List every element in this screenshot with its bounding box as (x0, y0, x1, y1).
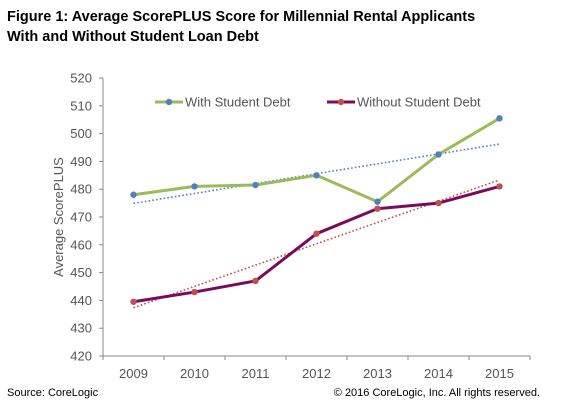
data-point-series-2 (435, 199, 442, 207)
x-tick-label: 2015 (485, 366, 514, 381)
axis-ticks: 420 430 440 450 460 470 480 490 500 510 520 2009 201… (70, 71, 531, 381)
legend-label: Without Student Debt (357, 95, 481, 110)
data-point-series-1 (313, 172, 320, 179)
data-point-series-2 (130, 298, 137, 305)
data-point-series-2 (252, 277, 259, 285)
data-point-series-1 (374, 198, 381, 205)
y-tick-label: 470 (70, 210, 92, 225)
y-tick-label: 420 (70, 349, 92, 364)
data-point-series-2 (313, 230, 320, 237)
y-tick-label: 520 (70, 71, 92, 86)
x-tick-label: 2011 (242, 366, 270, 381)
data-point-series-1 (191, 183, 198, 190)
data-point-series-1 (130, 191, 137, 198)
x-tick-label: 2012 (302, 366, 331, 381)
legend-label: With Student Debt (185, 95, 291, 110)
data-point-series-2 (374, 205, 381, 212)
chart-title: Figure 1: Average ScorePLUS Score for Mi… (7, 7, 567, 47)
y-axis-label: Average ScorePLUS (51, 157, 66, 277)
series-lines (133, 117, 501, 304)
x-tick-label: 2009 (119, 366, 148, 381)
series-markers (130, 115, 503, 305)
data-point-series-2 (496, 183, 503, 190)
legend: With Student Debt Without Student Debt (155, 95, 481, 110)
copyright-note: © 2016 CoreLogic, Inc. All rights reserv… (333, 387, 540, 399)
source-note: Source: CoreLogic (7, 387, 99, 399)
trendline-series-2 (133, 179, 500, 309)
y-tick-label: 450 (70, 265, 92, 280)
data-point-series-1 (435, 151, 442, 158)
y-tick-label: 490 (70, 154, 92, 169)
y-tick-label: 460 (70, 237, 92, 252)
trendlines (133, 143, 500, 309)
legend-swatch-marker (337, 98, 345, 106)
y-tick-label: 480 (70, 182, 92, 197)
chart-title-line-2: With and Without Student Loan Debt (7, 29, 259, 45)
chart-title-line-1: Figure 1: Average ScorePLUS Score for Mi… (7, 9, 476, 25)
legend-swatch-marker (165, 98, 173, 106)
y-tick-label: 500 (70, 126, 92, 141)
y-tick-label: 430 (70, 321, 92, 336)
series-line-2 (133, 184, 500, 304)
data-point-series-2 (191, 288, 198, 296)
data-point-series-1 (252, 181, 259, 189)
x-tick-label: 2010 (180, 366, 209, 381)
y-tick-label: 440 (70, 293, 92, 308)
data-point-series-1 (496, 115, 503, 122)
x-tick-label: 2014 (424, 366, 453, 381)
y-tick-label: 510 (70, 98, 92, 113)
series-line-1 (133, 117, 501, 204)
x-tick-label: 2013 (363, 366, 392, 381)
